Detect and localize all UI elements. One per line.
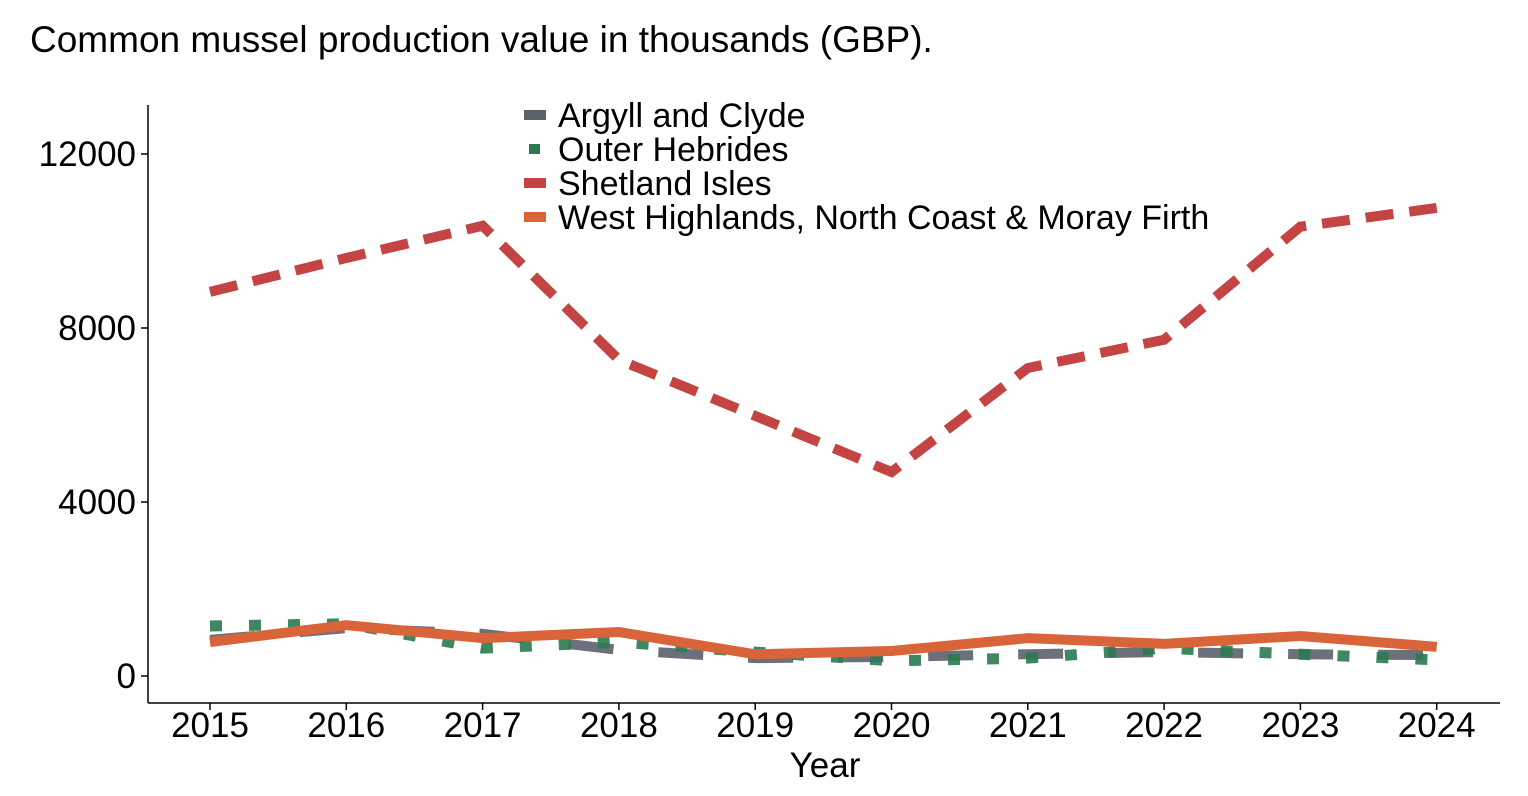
- y-tick-label: 4000: [58, 483, 136, 522]
- legend-label: Shetland Isles: [558, 165, 772, 203]
- legend-label: Argyll and Clyde: [558, 97, 806, 135]
- x-tick-label: 2016: [307, 706, 385, 745]
- x-tick-label: 2018: [580, 706, 658, 745]
- legend-label: West Highlands, North Coast & Moray Firt…: [558, 199, 1209, 237]
- y-tick-label: 12000: [39, 135, 136, 174]
- x-tick-label: 2022: [1125, 706, 1203, 745]
- x-tick-label: 2019: [716, 706, 794, 745]
- x-tick-label: 2024: [1398, 706, 1476, 745]
- x-tick-label: 2015: [171, 706, 249, 745]
- series-line-2: [208, 202, 1438, 478]
- x-tick-label: 2020: [853, 706, 931, 745]
- x-axis-label: Year: [790, 746, 861, 785]
- y-tick-label: 0: [117, 657, 136, 696]
- x-tick-label: 2017: [444, 706, 522, 745]
- series-line-3: [209, 620, 1438, 660]
- x-tick-label: 2021: [989, 706, 1067, 745]
- legend-label: Outer Hebrides: [558, 131, 789, 169]
- x-tick-label: 2023: [1261, 706, 1339, 745]
- chart-title: Common mussel production value in thousa…: [30, 19, 933, 60]
- y-tick-label: 8000: [58, 309, 136, 348]
